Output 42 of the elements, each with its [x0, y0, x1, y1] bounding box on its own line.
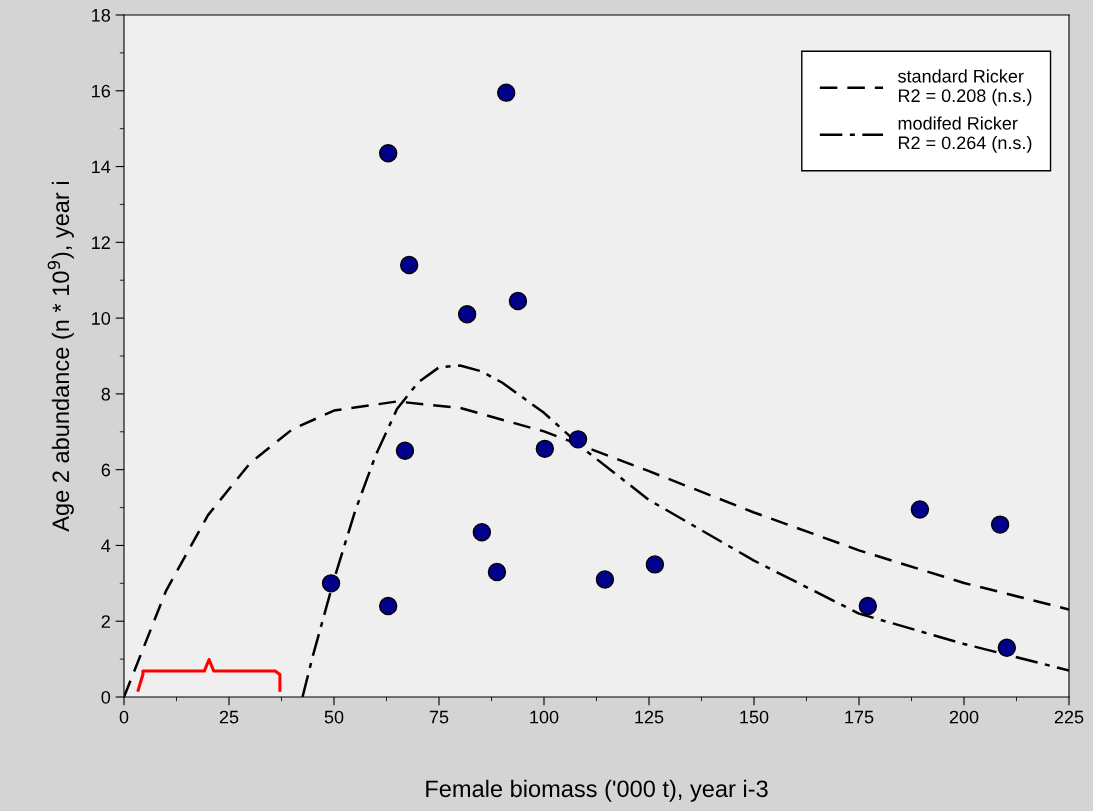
point — [990, 515, 1010, 534]
point — [457, 305, 477, 324]
y-tick-label: 16 — [92, 84, 111, 98]
x-tick-label: 225 — [1054, 710, 1084, 724]
y-tick-label: 2 — [101, 615, 110, 628]
point — [997, 638, 1017, 657]
point — [535, 439, 555, 459]
legend-label: standard Ricker R2 = 0.208 (n.s.) — [897, 69, 1032, 106]
x-axis-title: Female biomass ('000 t), year i-3 — [426, 779, 768, 802]
point — [487, 562, 507, 582]
y-axis-title: Age 2 abundance (n * 10$^{9}$), year i — [47, 182, 74, 532]
point — [321, 574, 341, 593]
x-tick-label: 175 — [845, 710, 874, 724]
point — [508, 291, 528, 311]
point — [910, 500, 930, 519]
x-tick-label: 200 — [949, 710, 979, 724]
y-tick-label: 14 — [92, 160, 111, 174]
point — [595, 570, 615, 589]
x-tick-label: 0 — [119, 710, 129, 724]
y-tick-label: 8 — [101, 387, 111, 401]
y-tick-label: 0 — [101, 690, 111, 704]
x-tick-label: 125 — [635, 710, 664, 724]
point — [399, 255, 419, 275]
point — [395, 441, 415, 460]
point — [378, 144, 398, 163]
point — [378, 596, 398, 616]
point — [496, 83, 516, 102]
y-tick-label: 6 — [101, 463, 111, 477]
x-tick-label: 100 — [530, 710, 559, 724]
x-tick-label: 25 — [219, 710, 239, 724]
x-tick-label: 75 — [429, 710, 449, 724]
x-tick-label: 150 — [740, 710, 769, 724]
y-tick-label: 12 — [92, 236, 110, 249]
y-tick-label: 4 — [101, 539, 111, 552]
y-tick-label: 18 — [92, 8, 111, 22]
x-tick-label: 50 — [324, 710, 344, 724]
legend-label: modifed Ricker R2 = 0.264 (n.s.) — [898, 116, 1032, 153]
point — [472, 522, 492, 542]
point — [858, 596, 878, 616]
y-tick-label: 10 — [92, 312, 111, 325]
point — [568, 430, 588, 449]
point — [645, 555, 665, 574]
